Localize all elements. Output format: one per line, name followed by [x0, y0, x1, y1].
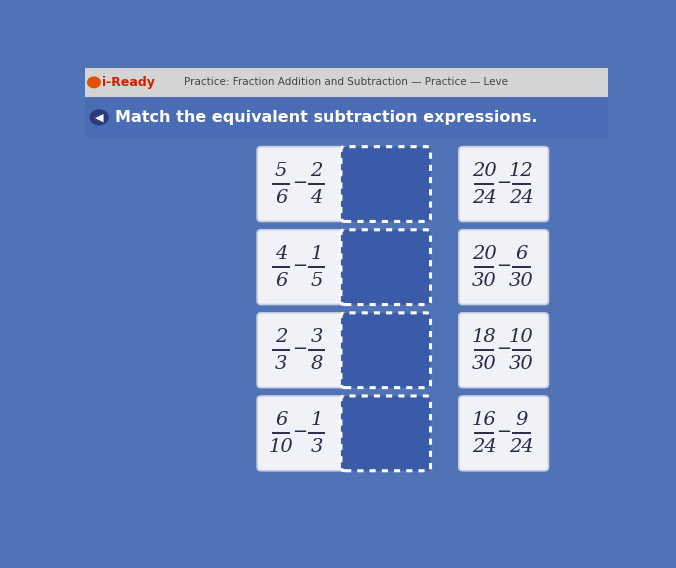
FancyBboxPatch shape — [459, 230, 548, 304]
Text: 30: 30 — [509, 355, 534, 373]
Text: 30: 30 — [472, 355, 496, 373]
Text: 24: 24 — [509, 189, 534, 207]
FancyBboxPatch shape — [341, 230, 431, 304]
Text: 3: 3 — [310, 438, 322, 456]
Text: −: − — [496, 174, 511, 192]
Text: 10: 10 — [509, 328, 534, 346]
Text: 3: 3 — [310, 328, 322, 346]
Text: 18: 18 — [472, 328, 496, 346]
Text: 5: 5 — [275, 161, 287, 179]
Text: 9: 9 — [515, 411, 528, 429]
Text: ◀: ◀ — [95, 112, 103, 122]
FancyBboxPatch shape — [459, 313, 548, 387]
Text: 24: 24 — [509, 438, 534, 456]
Text: i-Ready: i-Ready — [102, 76, 155, 89]
Text: 24: 24 — [472, 189, 496, 207]
Text: 6: 6 — [275, 272, 287, 290]
Text: −: − — [292, 340, 308, 358]
Text: 2: 2 — [275, 328, 287, 346]
Text: 6: 6 — [275, 189, 287, 207]
Text: 30: 30 — [509, 272, 534, 290]
Text: 5: 5 — [310, 272, 322, 290]
Text: 24: 24 — [472, 438, 496, 456]
FancyBboxPatch shape — [257, 147, 347, 222]
Text: 20: 20 — [472, 161, 496, 179]
FancyBboxPatch shape — [341, 147, 431, 222]
Text: −: − — [292, 257, 308, 275]
FancyBboxPatch shape — [459, 147, 548, 222]
Text: 30: 30 — [472, 272, 496, 290]
Text: −: − — [292, 174, 308, 192]
Text: 1: 1 — [310, 411, 322, 429]
FancyBboxPatch shape — [257, 313, 347, 387]
Text: 12: 12 — [509, 161, 534, 179]
Circle shape — [91, 110, 108, 125]
FancyBboxPatch shape — [341, 313, 431, 387]
Text: −: − — [496, 424, 511, 441]
Text: 10: 10 — [269, 438, 293, 456]
Bar — [84, 97, 608, 138]
Text: 2: 2 — [310, 161, 322, 179]
Text: 4: 4 — [310, 189, 322, 207]
Text: Practice: Fraction Addition and Subtraction — Practice — Leve: Practice: Fraction Addition and Subtract… — [185, 77, 508, 87]
Text: 1: 1 — [310, 245, 322, 262]
Text: 3: 3 — [275, 355, 287, 373]
Circle shape — [88, 77, 100, 87]
Text: 16: 16 — [472, 411, 496, 429]
Text: −: − — [292, 424, 308, 441]
FancyBboxPatch shape — [459, 396, 548, 471]
FancyBboxPatch shape — [341, 396, 431, 471]
Text: 6: 6 — [275, 411, 287, 429]
FancyBboxPatch shape — [257, 396, 347, 471]
Text: 6: 6 — [515, 245, 528, 262]
FancyBboxPatch shape — [257, 230, 347, 304]
Text: −: − — [496, 257, 511, 275]
Text: Match the equivalent subtraction expressions.: Match the equivalent subtraction express… — [115, 110, 537, 125]
Bar — [84, 68, 608, 97]
Text: −: − — [496, 340, 511, 358]
Text: 8: 8 — [310, 355, 322, 373]
Text: 20: 20 — [472, 245, 496, 262]
Text: 4: 4 — [275, 245, 287, 262]
